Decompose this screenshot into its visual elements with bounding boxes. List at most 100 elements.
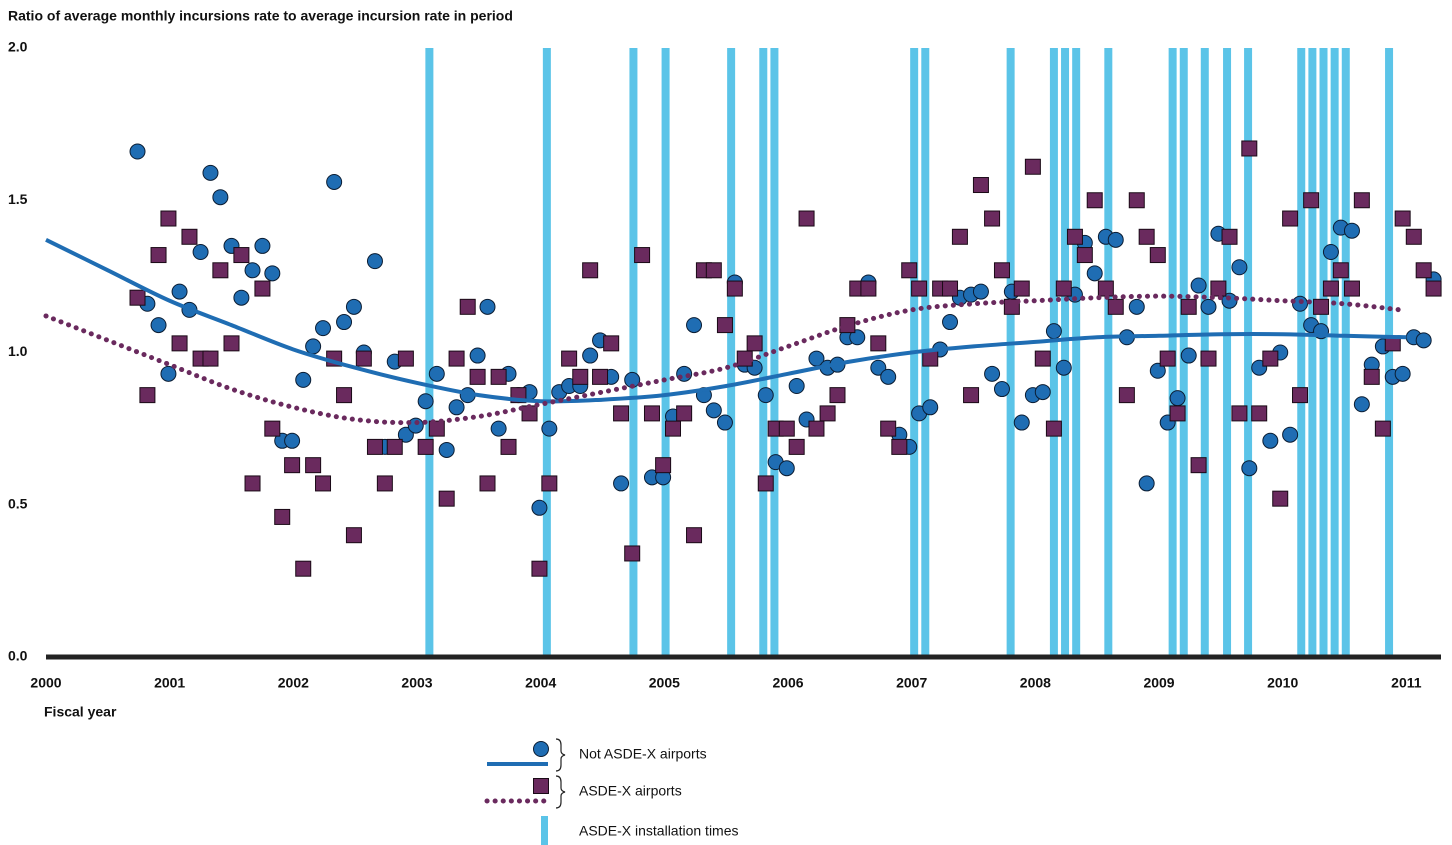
legend-label: ASDE-X installation times [579,823,739,839]
square-marker [665,420,682,437]
circle-marker [1055,359,1072,376]
circle-marker [1169,390,1186,407]
circle-marker [1138,475,1155,492]
circle-marker [582,347,599,364]
square-marker [397,350,414,367]
circle-marker [870,359,887,376]
circle-marker [686,317,703,334]
circle-marker [1149,362,1166,379]
circle-marker [1086,265,1103,282]
circle-marker [541,420,558,437]
circle-marker [849,329,866,346]
circle-marker [407,417,424,434]
square-marker [1159,350,1176,367]
square-marker [1024,158,1041,175]
square-marker [264,420,281,437]
circle-marker [428,365,445,382]
square-marker [181,228,198,245]
square-marker [1200,350,1217,367]
square-marker [582,262,599,279]
circle-marker [1415,332,1432,349]
installation-bar [759,48,768,657]
circle-marker [1231,259,1248,276]
legend-bar [541,816,548,845]
installation-bar [1072,48,1081,657]
installation-bar [425,48,434,657]
circle-marker [1394,365,1411,382]
square-marker [459,298,476,315]
square-marker [561,350,578,367]
square-marker [972,177,989,194]
circle-marker [264,265,281,282]
square-marker [860,280,877,297]
installation-bar [1104,48,1113,657]
circle-marker [254,237,271,254]
square-marker [746,335,763,352]
square-marker [171,335,188,352]
x-tick-label: 2009 [1143,675,1174,691]
square-marker [254,280,271,297]
circle-marker [880,368,897,385]
circle-marker [212,189,229,206]
x-axis-label: Fiscal year [44,704,117,720]
installation-bar [1341,48,1350,657]
square-marker [1282,210,1299,227]
square-marker [1303,192,1320,209]
chart-title: Ratio of average monthly incursions rate… [8,8,513,24]
square-marker [1118,387,1135,404]
x-tick-label: 2008 [1020,675,1051,691]
circle-marker [757,387,774,404]
circle-marker [305,338,322,355]
square-marker [1107,298,1124,315]
square-marker [829,387,846,404]
square-marker [1149,247,1166,264]
circle-marker [336,314,353,331]
square-marker [1221,228,1238,245]
square-marker [951,228,968,245]
circle-marker [1128,298,1145,315]
y-tick-label: 1.5 [8,191,28,207]
square-marker [1045,420,1062,437]
circle-marker [993,381,1010,398]
square-marker [295,560,312,577]
circle-marker [533,741,549,757]
legend-label: Not ASDE-X airports [579,746,707,762]
square-marker [345,527,362,544]
square-marker [891,438,908,455]
square-marker [1332,262,1349,279]
square-marker [305,457,322,474]
circle-marker [1343,222,1360,239]
square-marker [244,475,261,492]
square-marker [798,210,815,227]
circle-marker [613,475,630,492]
square-marker [911,280,928,297]
circle-marker [922,399,939,416]
circle-marker [1013,414,1030,431]
circle-marker [160,365,177,382]
square-marker [870,335,887,352]
trend-line [45,238,1407,404]
circle-marker [397,426,414,443]
circle-marker [1262,432,1279,449]
y-tick-label: 0.5 [8,495,28,511]
circle-marker [1282,426,1299,443]
circle-marker [233,289,250,306]
legend-brace [555,775,566,809]
installation-bar [1006,48,1015,657]
installation-bar [1061,48,1070,657]
square-marker [1055,280,1072,297]
plot-area [43,140,1442,577]
square-marker [757,475,774,492]
circle-marker [531,499,548,516]
circle-marker [705,402,722,419]
installation-bar [542,48,551,657]
square-marker [1394,210,1411,227]
square-marker [417,438,434,455]
square-marker [984,210,1001,227]
square-marker [613,405,630,422]
circle-marker [942,314,959,331]
circle-marker [366,253,383,270]
square-marker [1363,368,1380,385]
installation-bar [661,48,670,657]
